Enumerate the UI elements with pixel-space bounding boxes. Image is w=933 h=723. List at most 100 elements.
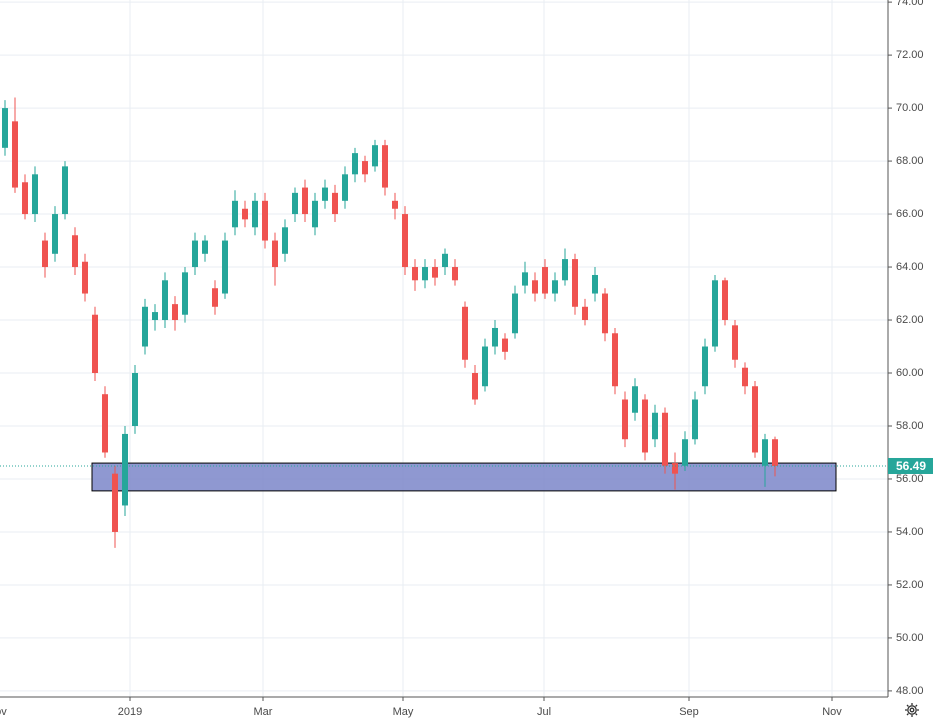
candle-body — [142, 306, 148, 347]
y-tick-label: 56.00 — [896, 473, 924, 485]
plot-area — [0, 97, 888, 548]
y-tick-label: 52.00 — [896, 579, 924, 591]
candle-body — [442, 253, 448, 268]
candle-body — [282, 227, 288, 254]
candle-body — [312, 200, 318, 228]
candle-body — [122, 433, 128, 506]
candle-body — [2, 108, 8, 148]
candle-body — [762, 439, 768, 466]
candle-body — [682, 439, 688, 466]
candle-body — [232, 200, 238, 228]
candle-body — [672, 463, 678, 474]
settings-icon[interactable] — [905, 703, 919, 717]
candle-body — [552, 280, 558, 294]
candle-body — [512, 293, 518, 334]
candle-body — [482, 346, 488, 387]
candle-body — [272, 240, 278, 268]
candle-body — [742, 367, 748, 387]
candle-body — [42, 240, 48, 268]
candle-body — [712, 280, 718, 347]
candle-body — [102, 394, 108, 453]
candle-body — [222, 240, 228, 294]
y-tick-label: 50.00 — [896, 632, 924, 644]
candle-body — [402, 214, 408, 268]
y-tick-label: 54.00 — [896, 526, 924, 538]
candle-body — [392, 200, 398, 209]
candle-body — [12, 121, 18, 188]
y-tick-label: 74.00 — [896, 0, 924, 8]
candle-body — [592, 274, 598, 294]
candle-body — [302, 187, 308, 215]
x-tick-label: May — [393, 706, 414, 718]
y-tick-label: 48.00 — [896, 685, 924, 697]
candle-body — [532, 280, 538, 294]
candle-body — [342, 174, 348, 201]
candle-body — [602, 293, 608, 334]
last-price-tag — [888, 457, 933, 474]
candle-body — [362, 161, 368, 175]
candle-body — [242, 208, 248, 220]
candle-body — [252, 200, 258, 228]
x-tick-label: Mar — [254, 706, 273, 718]
y-tick-label: 58.00 — [896, 420, 924, 432]
candle-body — [752, 386, 758, 453]
candle-body — [332, 192, 338, 215]
y-tick-label: 62.00 — [896, 314, 924, 326]
candle-body — [522, 272, 528, 286]
candle-body — [202, 240, 208, 254]
candle-body — [192, 240, 198, 268]
candle-body — [72, 235, 78, 268]
candle-body — [662, 412, 668, 466]
candle-body — [612, 333, 618, 387]
candle-body — [622, 399, 628, 440]
gear-ring — [907, 705, 917, 715]
candle-body — [162, 280, 168, 321]
candle-body — [692, 399, 698, 440]
candle-body — [112, 473, 118, 532]
candle-body — [502, 338, 508, 352]
y-tick-label: 64.00 — [896, 261, 924, 273]
y-tick-label: 72.00 — [896, 49, 924, 61]
x-tick-label: Jul — [537, 706, 551, 718]
candle-body — [422, 267, 428, 281]
candle-body — [152, 312, 158, 321]
candle-body — [322, 187, 328, 201]
candle-body — [492, 327, 498, 347]
candle-body — [262, 200, 268, 241]
candle-body — [22, 182, 28, 215]
x-tick-label: 2019 — [118, 706, 142, 718]
gear-teeth — [905, 703, 919, 717]
candle-body — [542, 267, 548, 294]
candle-body — [292, 192, 298, 215]
candle-body — [132, 373, 138, 426]
candle-body — [62, 166, 68, 215]
candle-body — [412, 267, 418, 281]
candle-body — [382, 145, 388, 188]
candle-body — [562, 259, 568, 281]
candle-body — [372, 145, 378, 167]
candle-body — [462, 306, 468, 360]
candle-body — [172, 304, 178, 321]
candle-body — [632, 386, 638, 413]
candle-body — [82, 261, 88, 294]
candle-body — [452, 267, 458, 281]
candle-body — [702, 346, 708, 387]
candle-body — [772, 439, 778, 466]
y-tick-label: 70.00 — [896, 102, 924, 114]
candle-body — [642, 399, 648, 453]
candle-body — [432, 267, 438, 278]
y-tick-label: 68.00 — [896, 155, 924, 167]
candle-body — [92, 314, 98, 374]
y-tick-label: 60.00 — [896, 367, 924, 379]
support-zone — [91, 462, 837, 492]
x-tick-label: Sep — [679, 706, 699, 718]
last-price-label: 56.49 — [896, 459, 926, 473]
candle-body — [472, 373, 478, 400]
x-tick-label: Nov — [0, 706, 7, 718]
candle-body — [52, 214, 58, 254]
candle-body — [182, 272, 188, 315]
candle-body — [572, 259, 578, 307]
